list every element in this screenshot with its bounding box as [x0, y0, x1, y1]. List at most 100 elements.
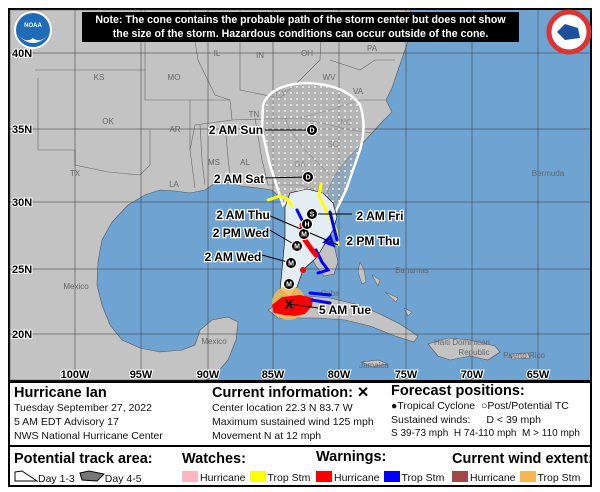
- hurricane-wind-label: Hurricane: [470, 472, 516, 484]
- current-information: Current information: ✕ Center location 2…: [212, 385, 374, 443]
- track-label: 2 AM Sat: [214, 172, 264, 186]
- trop-storm-warning-line: [295, 208, 304, 222]
- max-wind: Maximum sustained wind 125 mph: [212, 416, 374, 428]
- place-label: Cuba: [320, 289, 340, 298]
- svg-text:M: M: [294, 244, 300, 251]
- day1-3-label: Day 1-3: [38, 473, 75, 485]
- current-position-x-icon: X: [284, 296, 294, 312]
- place-label: VA: [353, 87, 364, 96]
- sustained-winds-label: Sustained winds:: [391, 414, 471, 426]
- hurricane-watch-label: Hurricane: [200, 472, 246, 484]
- track-label: 2 PM Wed: [213, 226, 269, 240]
- svg-text:M: M: [286, 282, 292, 289]
- place-label: AL: [240, 158, 250, 167]
- warnings-title: Warnings:: [316, 449, 387, 465]
- place-label: LA: [169, 180, 179, 189]
- forecast-position-marker: S: [306, 208, 318, 220]
- svg-text:NOAA: NOAA: [24, 23, 42, 29]
- place-label: Jamaica: [359, 361, 389, 370]
- trop-storm-watch-swatch: [249, 471, 266, 482]
- m-key: M > 110 mph: [522, 428, 580, 439]
- hurricane-wind-swatch: [452, 471, 468, 482]
- track-label: 2 AM Thu: [216, 208, 270, 222]
- noaa-logo: NOAA: [14, 11, 52, 49]
- note-line: Note: The cone contains the probable pat…: [95, 14, 506, 26]
- place-labels: KS MO IL IN OH WV KY VA TN NC SC GA AL M…: [63, 44, 564, 370]
- place-label: Republic: [458, 348, 489, 357]
- lon-label: 95W: [130, 369, 153, 381]
- trop-storm-wind-swatch: [519, 471, 536, 482]
- lat-label: 40N: [12, 48, 32, 60]
- trop-storm-warning-line: [308, 291, 332, 305]
- trop-storm-warning-line: [314, 248, 331, 275]
- svg-text:D: D: [305, 175, 310, 182]
- graticule: [10, 10, 590, 380]
- advisory-number: 5 AM EDT Advisory 17: [14, 416, 119, 428]
- forecast-position-marker: D: [302, 171, 314, 183]
- forecast-position-marker: M: [298, 228, 310, 240]
- hurricane-watch-swatch: [182, 471, 198, 482]
- place-label: Puerto Rico: [503, 351, 545, 360]
- hurricane-wind-extent: [272, 295, 313, 316]
- track-area-key: Potential track area: Day 1-3 Day 4-5: [14, 451, 153, 486]
- place-label: OK: [102, 117, 114, 126]
- track-label: 2 AM Wed: [205, 250, 262, 264]
- trop-storm-warning-swatch: [383, 471, 400, 482]
- advisory-date: Tuesday September 27, 2022: [14, 402, 152, 414]
- legend-panel: Hurricane Ian Tuesday September 27, 2022…: [8, 381, 593, 487]
- track-markers: M M M M H S D D X: [283, 124, 318, 312]
- x-icon: ✕: [357, 385, 370, 401]
- place-label: PA: [367, 44, 378, 53]
- forecast-position-marker: H: [301, 218, 313, 230]
- place-label: TX: [70, 169, 81, 178]
- axis-labels: 40N 35N 30N 25N 20N 100W 95W 90W 85W 80W…: [11, 47, 551, 381]
- trop-storm-warning-line: [328, 210, 339, 242]
- forecast-positions-key: Forecast positions: ●Tropical Cyclone ○P…: [391, 383, 591, 441]
- cone-disclaimer-note: Note: The cone contains the probable pat…: [82, 12, 519, 42]
- lat-label: 20N: [12, 329, 32, 341]
- storm-name: Hurricane Ian: [14, 385, 107, 401]
- place-label: Bermuda: [532, 169, 565, 178]
- day4-5-cone-icon: [79, 470, 105, 482]
- lat-label: 35N: [12, 124, 32, 136]
- svg-text:D: D: [309, 128, 314, 135]
- lon-label: 65W: [527, 369, 550, 381]
- svg-text:M: M: [301, 232, 307, 239]
- lon-label: 90W: [197, 369, 220, 381]
- place-label: MO: [168, 73, 181, 82]
- lon-label: 100W: [61, 369, 90, 381]
- place-label: KS: [94, 73, 105, 82]
- place-label: OH: [301, 49, 313, 58]
- track-label: 2 AM Fri: [357, 209, 404, 223]
- track-label: 2 AM Sun: [209, 123, 263, 137]
- post-tc-key: Post/Potential TC: [487, 400, 569, 412]
- hurricane-warning-keys: [300, 267, 306, 273]
- track-area-title: Potential track area:: [14, 451, 153, 467]
- hurricane-warning-swatch: [316, 471, 332, 482]
- watches-title: Watches:: [182, 451, 246, 467]
- nws-logo: [546, 9, 592, 55]
- tropical-cyclone-key: Tropical Cyclone: [397, 400, 476, 412]
- h-key: H 74-110 mph: [453, 428, 517, 439]
- cone-day4-5: [260, 81, 365, 216]
- place-label: IN: [256, 51, 264, 60]
- puerto-rico-island: [509, 352, 531, 360]
- place-label: AR: [169, 125, 180, 134]
- lon-label: 80W: [328, 369, 351, 381]
- trop-storm-watch-line: [266, 194, 294, 208]
- current-info-title: Current information:: [212, 385, 353, 401]
- forecast-position-marker: M: [291, 240, 303, 252]
- lon-label: 70W: [461, 369, 484, 381]
- lon-label: 85W: [262, 369, 285, 381]
- hurricane-warning-label: Hurricane: [334, 472, 380, 484]
- trop-storm-wind-label: Trop Stm: [537, 472, 581, 484]
- open-circle-icon: ○: [481, 400, 488, 412]
- place-label: IL: [214, 49, 221, 58]
- watches-key: Watches: Hurricane Trop Stm: [182, 451, 314, 485]
- filled-circle-icon: ●: [391, 400, 398, 412]
- wind-extent-title: Current wind extent:: [452, 451, 593, 467]
- svg-text:M: M: [288, 261, 294, 268]
- place-label: TN: [249, 110, 260, 119]
- d-key: D < 39 mph: [486, 414, 541, 426]
- center-location: Center location 22.3 N 83.7 W: [212, 402, 353, 414]
